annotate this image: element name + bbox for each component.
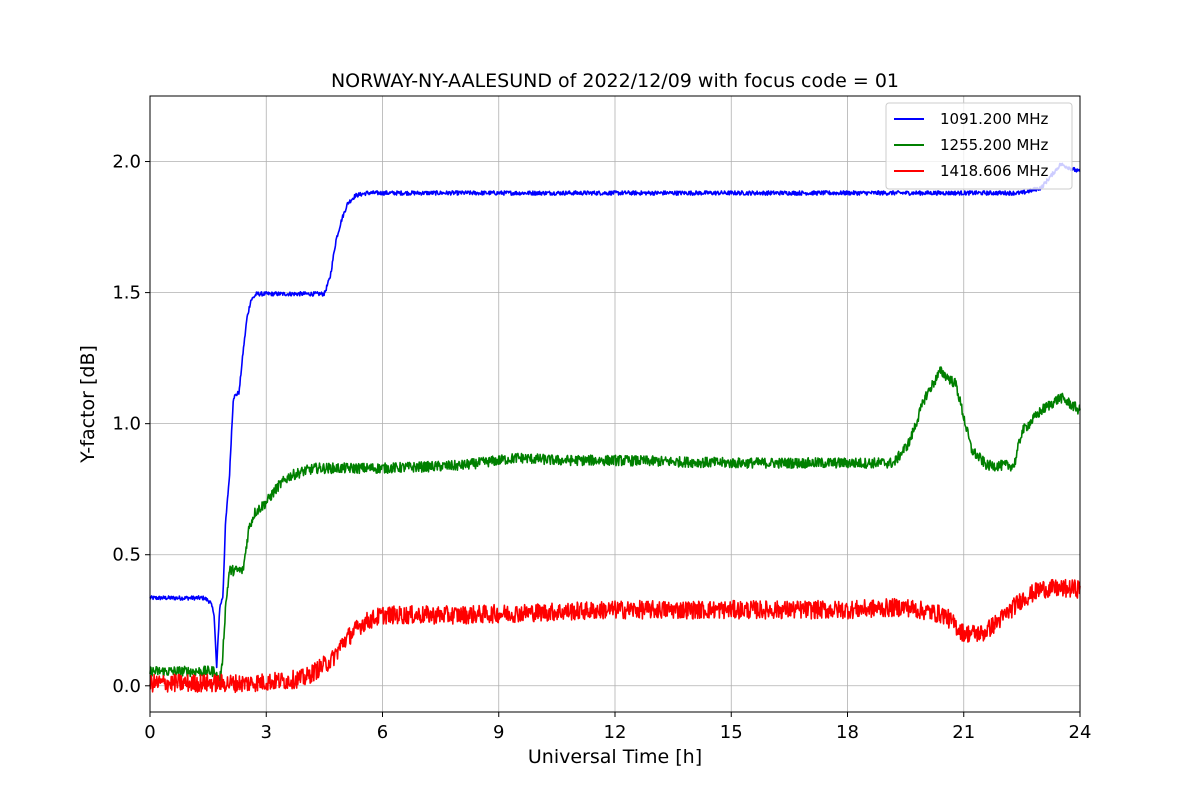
x-tick-label: 21 bbox=[952, 722, 975, 743]
x-axis: 0 3 6 9 12 15 18 21 24 bbox=[144, 712, 1091, 743]
series-line-3 bbox=[149, 578, 1081, 694]
y-tick-label: 0.5 bbox=[112, 545, 141, 566]
legend-entry: 1418.606 MHz bbox=[940, 162, 1049, 180]
y-tick-label: 1.5 bbox=[112, 283, 141, 304]
series-line-2 bbox=[149, 366, 1081, 688]
legend: 1091.200 MHz 1255.200 MHz 1418.606 MHz bbox=[885, 102, 1073, 190]
x-tick-label: 18 bbox=[836, 722, 859, 743]
y-tick-label: 0.0 bbox=[112, 676, 141, 697]
x-tick-label: 15 bbox=[720, 722, 743, 743]
series-line-1 bbox=[149, 162, 1081, 669]
x-tick-label: 3 bbox=[261, 722, 272, 743]
x-tick-label: 9 bbox=[493, 722, 504, 743]
x-tick-label: 0 bbox=[144, 722, 155, 743]
legend-entry: 1091.200 MHz bbox=[940, 110, 1049, 128]
x-tick-label: 6 bbox=[377, 722, 388, 743]
y-tick-label: 1.0 bbox=[112, 414, 141, 435]
x-axis-label: Universal Time [h] bbox=[528, 746, 702, 768]
y-axis-label: Y-factor [dB] bbox=[77, 345, 99, 464]
x-tick-label: 24 bbox=[1069, 722, 1092, 743]
chart-title: NORWAY-NY-AALESUND of 2022/12/09 with fo… bbox=[331, 70, 899, 92]
legend-box bbox=[885, 102, 1073, 190]
x-tick-label: 12 bbox=[604, 722, 627, 743]
y-tick-label: 2.0 bbox=[112, 152, 141, 173]
y-axis: 0.0 0.5 1.0 1.5 2.0 bbox=[112, 152, 150, 697]
legend-entry: 1255.200 MHz bbox=[940, 136, 1049, 154]
series-layer bbox=[149, 162, 1081, 694]
